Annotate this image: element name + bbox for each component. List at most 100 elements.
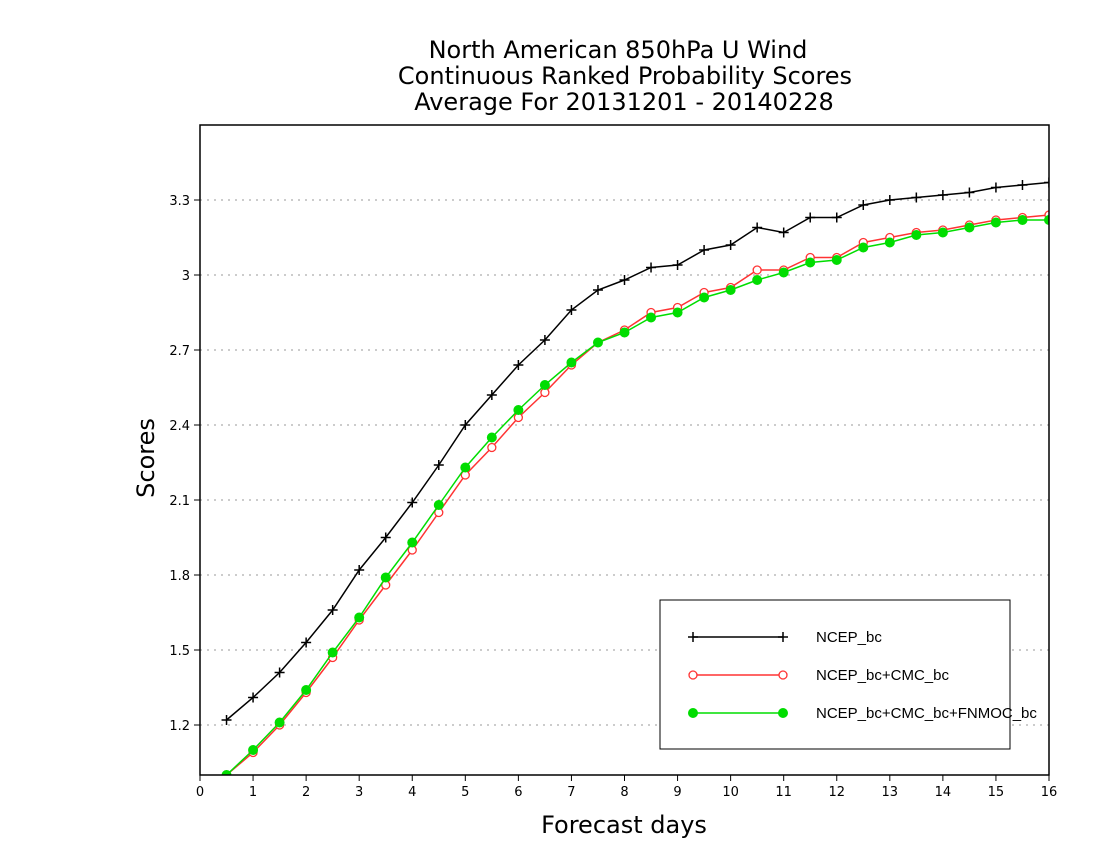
legend: NCEP_bc NCEP_bc+CMC_bc NCEP_bc+CMC_bc+FNMO… [659,599,1037,750]
data-point [646,262,657,273]
axes: 1.21.51.82.12.42.733.30 1 2 3 4 5 6 7 8 9 10 11 12 13… [169,194,1057,800]
legend-marker [688,670,698,680]
x-tick-label: 5 [461,785,469,800]
data-point [274,717,285,728]
x-tick-label: 6 [514,785,522,800]
data-point [884,237,895,248]
legend-marker [778,670,788,680]
chart-title-line-2: Continuous Ranked Probability Scores [398,62,852,90]
chart-title: North American 850hPa U Wind Continuous … [398,36,852,116]
data-point [937,190,948,200]
data-point [964,187,975,198]
data-point [858,242,869,253]
data-point [274,667,285,678]
data-point [487,442,497,453]
data-point [778,267,789,278]
x-tick-label: 16 [1041,785,1058,800]
data-point [592,285,603,295]
y-tick-label: 2.7 [169,344,190,359]
chart-title-line-1: North American 850hPa U Wind [429,36,808,64]
data-point [460,462,471,473]
y-tick-label: 2.4 [169,419,190,434]
data-point [566,357,577,368]
data-point [805,212,816,223]
x-tick-label: 2 [302,785,310,800]
data-point [248,692,259,703]
data-point [486,390,497,400]
data-point [566,305,577,315]
x-tick-label: 0 [196,785,204,800]
x-tick-label: 12 [828,785,845,800]
legend-marker [778,632,788,642]
data-point [433,460,444,470]
plot-frame [199,124,1050,776]
data-point [619,327,630,338]
y-tick-label: 1.2 [169,719,190,734]
chart-title-line-3: Average For 20131201 - 20140228 [414,88,834,116]
data-point [752,222,763,233]
data-point [699,292,710,303]
x-tick-label: 1 [249,785,257,800]
data-point [513,360,524,370]
data-point [805,257,816,268]
data-point [831,212,842,223]
data-point [831,255,842,265]
data-point [407,497,418,508]
series-3 [221,215,1049,775]
series-1 [221,177,1049,725]
legend-label: NCEP_bc [816,629,882,646]
data-point [380,572,391,583]
x-axis-label: Forecast days [541,811,707,839]
data-point [380,532,391,543]
x-tick-label: 3 [355,785,363,800]
data-point [513,405,524,415]
x-tick-label: 7 [567,785,575,800]
data-point [592,337,603,348]
data-point [301,685,312,695]
x-tick-label: 11 [775,785,792,800]
y-axis-label: Scores [132,418,160,498]
data-point [937,227,948,238]
data-point [221,715,232,725]
legend-marker [688,708,698,718]
data-point [778,227,789,238]
data-point [725,240,736,250]
data-point [1044,215,1049,225]
data-point [964,222,975,233]
data-point [354,565,365,575]
y-tick-label: 1.5 [169,644,190,659]
data-point [1017,180,1028,190]
legend-entry: NCEP_bc+CMC_bc+FNMOC_bc [688,705,1037,722]
data-point [354,612,365,623]
x-tick-label: 4 [408,785,416,800]
data-point [433,500,444,510]
legend-label: NCEP_bc+CMC_bc [816,667,949,684]
legend-marker [778,708,788,718]
legend-label: NCEP_bc+CMC_bc+FNMOC_bc [816,705,1037,722]
y-tick-label: 1.8 [169,569,190,584]
y-tick-label: 2.1 [169,494,190,509]
data-point [327,605,338,615]
data-point [539,380,550,390]
data-point [327,647,338,658]
data-point [460,420,471,430]
data-point [672,260,683,270]
data-point [911,230,922,240]
data-point [646,312,657,323]
x-tick-label: 15 [988,785,1005,800]
data-point [699,245,710,255]
data-point [672,307,683,318]
data-point [990,217,1001,228]
data-point [407,537,418,548]
legend-entries: NCEP_bc NCEP_bc+CMC_bc NCEP_bc+CMC_bc+FNMO… [688,629,1037,722]
y-tick-label: 3.3 [169,194,190,209]
data-point [1017,215,1028,225]
data-point [486,432,497,443]
data-point [858,200,869,210]
legend-entry: NCEP_bc+CMC_bc [688,667,949,684]
x-tick-label: 8 [620,785,628,800]
data-point [539,335,550,345]
data-point [752,275,763,285]
data-point [911,192,922,203]
